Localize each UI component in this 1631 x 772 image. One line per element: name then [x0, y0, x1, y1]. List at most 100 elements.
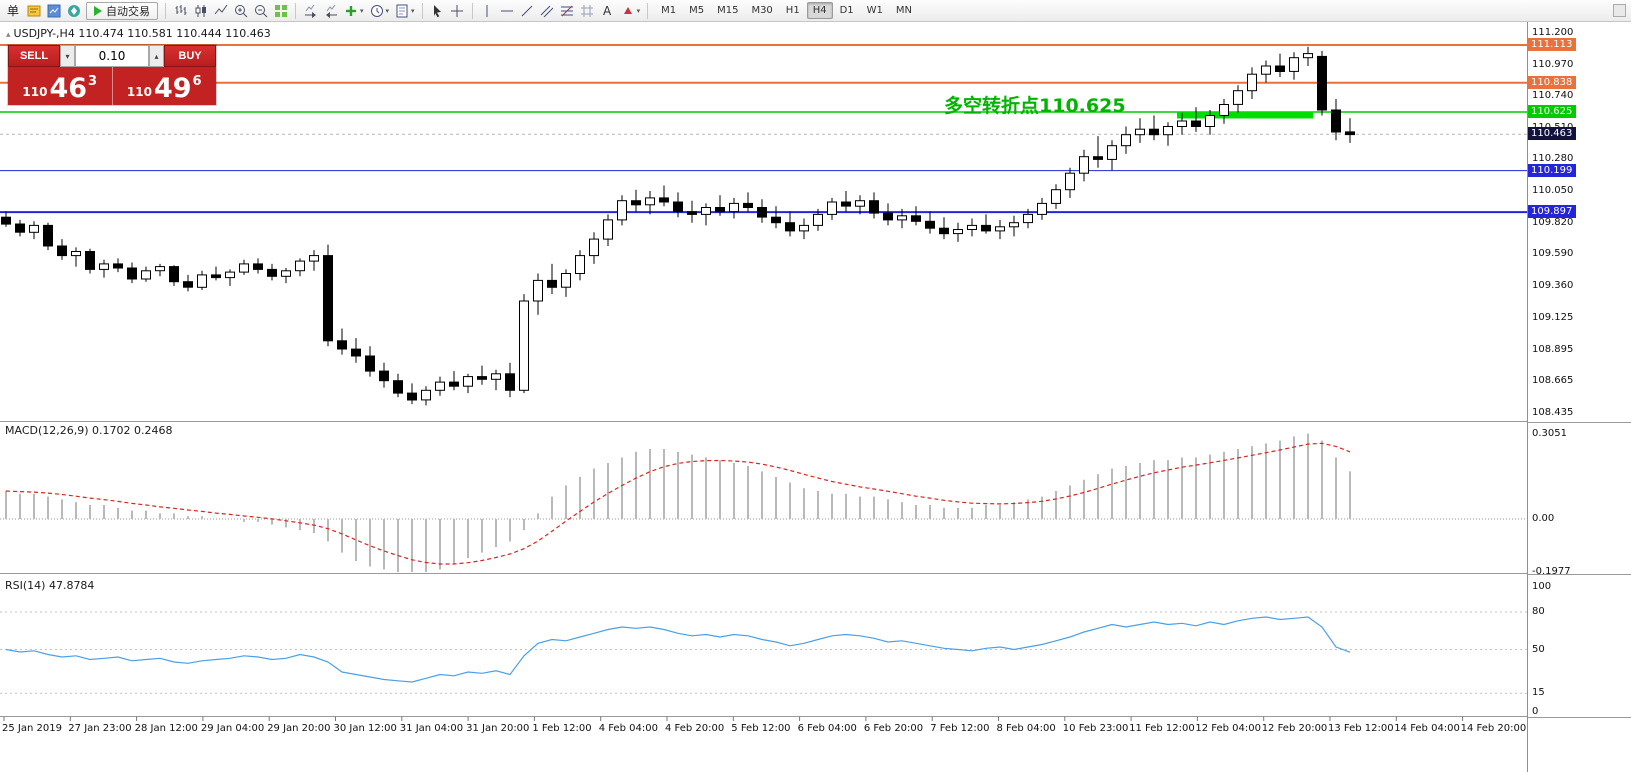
- toolbar-overflow-button[interactable]: [1613, 4, 1626, 17]
- tf-button-d1[interactable]: D1: [839, 5, 854, 16]
- candle-body: [197, 274, 207, 288]
- candle-body: [1163, 126, 1173, 136]
- templates-button[interactable]: ▾: [392, 1, 417, 20]
- price-tick-109.360: 109.360: [1532, 279, 1574, 291]
- price-axis[interactable]: 111.200110.970110.740110.510110.280110.0…: [1527, 22, 1631, 772]
- tf-button-m15[interactable]: M15: [717, 5, 739, 16]
- candle-body: [757, 207, 767, 218]
- price-tick-109.125: 109.125: [1532, 312, 1574, 324]
- fibonacci-icon[interactable]: [558, 1, 577, 20]
- candle-body: [1247, 73, 1257, 92]
- candlestick-chart-icon[interactable]: [191, 1, 210, 20]
- text-icon[interactable]: A: [598, 1, 617, 20]
- separator: [471, 2, 473, 19]
- price-tick-110.280: 110.280: [1532, 153, 1574, 165]
- grid-icon[interactable]: [578, 1, 597, 20]
- chevron-down-icon: ▾: [385, 6, 390, 15]
- price-chart-canvas[interactable]: 25 Jan 2019 27 Jan 23:00 28 Jan 12:00 29 Ja…: [0, 22, 1527, 772]
- candle-body: [267, 268, 277, 277]
- buy-price-button[interactable]: 110 49 6: [113, 67, 217, 105]
- macd-signal-line: [5, 442, 1351, 565]
- play-icon: [94, 5, 103, 16]
- autotrade-label: 自动交易: [106, 5, 151, 18]
- candle-body: [617, 200, 627, 221]
- time-label: 29 Jan 04:00: [201, 723, 264, 734]
- time-label: 4 Feb 04:00: [599, 723, 658, 734]
- level-label-110.199: 110.199: [1528, 163, 1576, 177]
- pane-separator: [1528, 421, 1631, 423]
- sell-price-button[interactable]: 110 46 3: [8, 67, 113, 105]
- volume-up-caret[interactable]: ▴: [149, 45, 164, 67]
- price-tick-108.895: 108.895: [1532, 343, 1574, 355]
- candle-body: [1289, 57, 1299, 72]
- candle-body: [785, 222, 795, 232]
- candle-body: [1149, 128, 1159, 136]
- cursor-icon[interactable]: [428, 1, 447, 20]
- candle-body: [715, 207, 725, 213]
- trendline-icon[interactable]: [518, 1, 537, 20]
- bar-chart-icon[interactable]: [171, 1, 190, 20]
- tf-button-mn[interactable]: MN: [895, 5, 912, 16]
- tf-button-h1[interactable]: H1: [785, 5, 800, 16]
- sell-button[interactable]: SELL: [8, 45, 60, 67]
- menu-label[interactable]: 单: [7, 4, 20, 18]
- auto-scroll-icon[interactable]: [301, 1, 320, 20]
- time-label: 6 Feb 20:00: [864, 723, 923, 734]
- tf-button-w1[interactable]: W1: [866, 5, 883, 16]
- zoom-in-icon[interactable]: [231, 1, 250, 20]
- symbol-ohlc-text: USDJPY-,H4 110.474 110.581 110.444 110.4…: [13, 27, 271, 40]
- candle-body: [939, 227, 949, 235]
- candle-body: [1, 216, 11, 225]
- pivot-annotation-text[interactable]: 多空转折点110.625: [944, 95, 1126, 117]
- zoom-out-icon[interactable]: [251, 1, 270, 20]
- candle-body: [253, 263, 263, 270]
- time-label: 5 Feb 12:00: [731, 723, 790, 734]
- candle-body: [435, 381, 445, 391]
- new-order-icon[interactable]: [24, 1, 43, 20]
- candle-body: [211, 274, 221, 279]
- time-label: 12 Feb 20:00: [1262, 723, 1328, 734]
- autotrade-button[interactable]: 自动交易: [86, 1, 159, 20]
- tile-windows-icon[interactable]: [271, 1, 290, 20]
- navigator-icon[interactable]: [64, 1, 83, 20]
- volume-input[interactable]: 0.10: [75, 45, 149, 67]
- chart-region[interactable]: 25 Jan 2019 27 Jan 23:00 28 Jan 12:00 29 Ja…: [0, 22, 1527, 772]
- sell-price-prefix: 110: [22, 85, 48, 99]
- market-watch-icon[interactable]: [44, 1, 63, 20]
- tf-button-m30[interactable]: M30: [751, 5, 773, 16]
- tf-button-m5[interactable]: M5: [689, 5, 705, 16]
- tf-button-m1[interactable]: M1: [661, 5, 677, 16]
- candle-body: [239, 263, 249, 273]
- chevron-down-icon: ▾: [636, 6, 641, 15]
- time-label: 7 Feb 12:00: [930, 723, 989, 734]
- channel-icon[interactable]: [538, 1, 557, 20]
- trade-panel-price-row: 110 46 3 110 49 6: [8, 67, 216, 105]
- macd-tick-0.00: 0.00: [1532, 513, 1555, 524]
- tf-button-h4[interactable]: H4: [806, 2, 833, 19]
- horizontal-line-icon[interactable]: [498, 1, 517, 20]
- candle-body: [687, 211, 697, 215]
- macd-label: MACD(12,26,9) 0.1702 0.2468: [5, 424, 173, 437]
- periods-button[interactable]: ▾: [367, 1, 392, 20]
- candle-body: [309, 255, 319, 262]
- main-toolbar: 单 自动交易: [0, 0, 1631, 22]
- arrows-button[interactable]: ▾: [618, 1, 643, 20]
- chart-shift-icon[interactable]: [321, 1, 340, 20]
- crosshair-icon[interactable]: [448, 1, 467, 20]
- candle-body: [183, 281, 193, 288]
- indicators-button[interactable]: ▾: [341, 1, 366, 20]
- candle-body: [883, 212, 893, 221]
- volume-down-caret[interactable]: ▾: [60, 45, 75, 67]
- time-label: 28 Jan 12:00: [135, 723, 198, 734]
- line-chart-icon[interactable]: [211, 1, 230, 20]
- time-label: 14 Feb 04:00: [1394, 723, 1460, 734]
- candle-body: [463, 376, 473, 387]
- vertical-line-icon[interactable]: [478, 1, 497, 20]
- buy-button[interactable]: BUY: [164, 45, 216, 67]
- candle-body: [967, 224, 977, 230]
- time-label: 11 Feb 12:00: [1129, 723, 1195, 734]
- trade-panel-top-row: SELL ▾ 0.10 ▴ BUY: [8, 45, 216, 67]
- rsi-tick-100: 100: [1532, 581, 1552, 592]
- candle-body: [337, 340, 347, 350]
- candle-body: [911, 215, 921, 222]
